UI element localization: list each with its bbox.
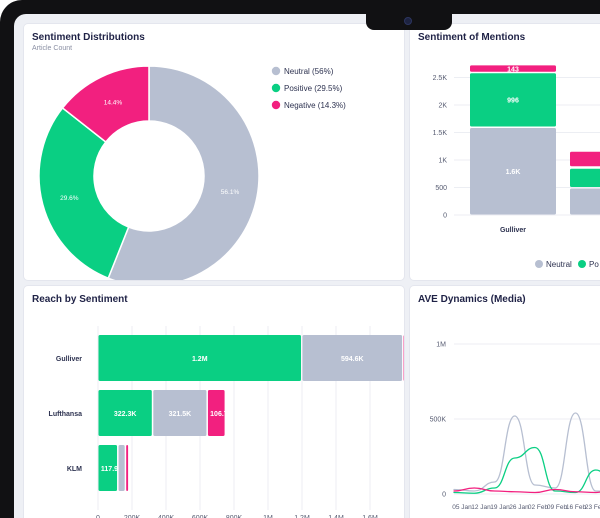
- sentiment-of-mentions-card: Sentiment of Mentions 0 500 1K 1.5K 2K 2.5K 1.…: [410, 24, 600, 280]
- y-tick-label: 2K: [438, 103, 447, 110]
- y-tick-label: Lufthansa: [49, 411, 83, 418]
- slice-label: 56.1%: [221, 189, 240, 196]
- x-tick-label: 1.2M: [294, 515, 310, 518]
- donut-slice-neutral: [107, 65, 260, 280]
- legend-swatch-neutral: [271, 66, 281, 76]
- bar-negative: [570, 151, 600, 167]
- x-tick-label: 400K: [158, 515, 175, 518]
- card-title: AVE Dynamics (Media): [418, 294, 526, 305]
- bar-label: 1.2M: [192, 356, 208, 363]
- y-tick-label: 2.5K: [433, 75, 448, 82]
- x-tick-label: 12 Jan: [471, 504, 491, 511]
- x-tick-label: 16 Feb: [566, 504, 587, 511]
- x-tick-label: 600K: [192, 515, 209, 518]
- card-title: Sentiment Distributions: [32, 32, 145, 43]
- camera-icon: [404, 17, 412, 25]
- bar-neutral: [302, 335, 403, 381]
- bar-negative: [126, 445, 129, 491]
- bar-label: 996: [507, 98, 519, 105]
- y-tick-label: Gulliver: [56, 356, 82, 363]
- line-series-negative: [453, 487, 600, 494]
- horizontal-bar-chart: 0 200K 400K 600K 800K 1M 1.2M 1.4M 1.6M Gulliver 1…: [49, 326, 404, 518]
- line-chart: 0 500K 1M 05 Jan 12 Jan 19 Jan 26 Jan 02 Feb09 …: [430, 342, 600, 511]
- x-tick-label: 23 Feb: [585, 504, 600, 511]
- bar-label: 321.5K: [169, 411, 192, 418]
- bar-label: 117.9K: [101, 466, 123, 473]
- legend-swatch-positive: [271, 83, 281, 93]
- y-tick-label: 1M: [436, 342, 446, 349]
- bar-positive: [98, 445, 118, 491]
- y-tick-label: KLM: [67, 466, 82, 473]
- bar-label: 106.7K: [210, 411, 233, 418]
- x-tick-label: 02 Feb: [528, 504, 549, 511]
- y-tick-label: 0: [442, 492, 446, 499]
- line-series-neutral: [453, 412, 600, 492]
- legend-label: Neutral (56%): [284, 67, 334, 76]
- x-tick-label: 0: [96, 515, 100, 518]
- x-tick-label: 1.6M: [362, 515, 378, 518]
- donut-slice-positive: [38, 106, 130, 280]
- x-tick-label: 800K: [226, 515, 243, 518]
- bar-positive: [98, 335, 301, 381]
- bar-positive: [570, 168, 600, 187]
- slice-label: 29.6%: [60, 195, 79, 202]
- stacked-bar-chart: 0 500 1K 1.5K 2K 2.5K 1.6K 996 143 Gulliver Neutra…: [433, 65, 600, 269]
- dashboard-screen: Sentiment Distributions Article Count 56…: [14, 14, 600, 518]
- y-tick-label: 1.5K: [433, 130, 448, 137]
- bar-neutral: [118, 445, 125, 491]
- slice-label: 14.4%: [104, 99, 123, 106]
- sentiment-distributions-card: Sentiment Distributions Article Count 56…: [24, 24, 404, 280]
- legend-swatch-negative: [271, 100, 281, 110]
- card-subtitle: Article Count: [32, 45, 73, 52]
- line-series-positive: [453, 446, 600, 494]
- y-tick-label: 1K: [438, 158, 447, 165]
- donut-chart: 56.1% 29.6% 14.4% Neutral (56%) Positive (29…: [38, 65, 346, 280]
- legend-swatch-neutral: [535, 260, 543, 268]
- donut-slice-negative: [61, 65, 150, 144]
- bar-negative: [207, 390, 225, 436]
- reach-by-sentiment-card: Reach by Sentiment 0 200K 400K 600K 800K 1M 1.…: [24, 286, 404, 518]
- x-tick-label: 05 Jan: [452, 504, 472, 511]
- x-tick-label: Gulliver: [500, 227, 526, 234]
- bar-neutral: [570, 188, 600, 215]
- y-tick-label: 500: [435, 185, 447, 192]
- x-tick-label: 26 Jan: [509, 504, 529, 511]
- bar-neutral: [153, 390, 207, 436]
- card-title: Sentiment of Mentions: [418, 32, 526, 43]
- x-tick-label: 09 Feb: [547, 504, 568, 511]
- legend-label: Negative (14.3%): [284, 101, 346, 110]
- x-tick-label: 19 Jan: [490, 504, 510, 511]
- legend-swatch-positive: [578, 260, 586, 268]
- x-tick-label: 200K: [124, 515, 141, 518]
- legend-label: Positive (29.5%): [284, 84, 343, 93]
- bar-positive: [98, 390, 152, 436]
- x-tick-label: 1M: [263, 515, 273, 518]
- camera-notch: [366, 14, 452, 30]
- bar-positive: [470, 73, 556, 127]
- y-tick-label: 0: [443, 213, 447, 220]
- bar-negative: [470, 65, 556, 72]
- card-title: Reach by Sentiment: [32, 294, 128, 305]
- bar-neutral: [470, 128, 556, 215]
- x-tick-label: 1.4M: [328, 515, 344, 518]
- bar-label: 143: [507, 66, 519, 73]
- bar-label: 1.6K: [506, 169, 521, 176]
- ave-dynamics-card: AVE Dynamics (Media) 0 500K 1M 05 Jan 12 Jan…: [410, 286, 600, 518]
- bar-label: 322.3K: [114, 411, 137, 418]
- legend-label: Po: [589, 260, 599, 269]
- bar-label: 594.6K: [341, 356, 364, 363]
- legend-label: Neutral: [546, 260, 572, 269]
- y-tick-label: 500K: [430, 417, 447, 424]
